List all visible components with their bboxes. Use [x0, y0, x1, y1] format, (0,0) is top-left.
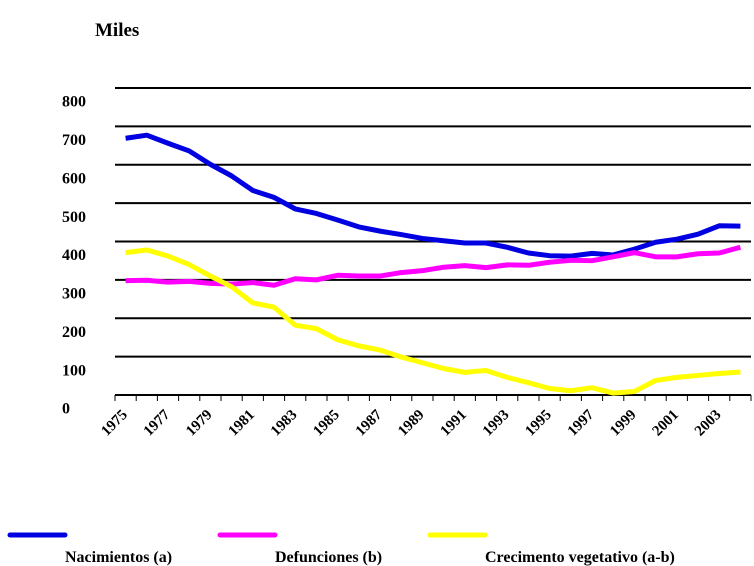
x-tick-label: 1999 — [607, 407, 640, 440]
x-tick-label: 1987 — [353, 407, 386, 440]
legend-label: Crecimento vegetativo (a-b) — [485, 549, 675, 566]
y-axis-label: Miles — [95, 20, 139, 41]
legend-label: Defunciones (b) — [275, 549, 382, 566]
legend-label: Nacimientos (a) — [65, 549, 172, 566]
x-tick-label: 1989 — [395, 407, 428, 440]
series-line — [125, 247, 741, 396]
y-tick-label: 800 — [62, 94, 86, 111]
x-tick-label: 1985 — [310, 407, 343, 440]
x-tick-label: 1981 — [226, 407, 259, 440]
y-tick-label: 700 — [62, 132, 86, 149]
y-tick-label: 200 — [62, 324, 86, 341]
y-tick-label: 400 — [62, 247, 86, 264]
x-tick-label: 1995 — [522, 407, 555, 440]
x-tick-label: 1977 — [141, 407, 174, 440]
x-tick-label: 1997 — [565, 407, 598, 440]
x-tick-label: 1991 — [438, 407, 471, 440]
x-tick-label: 1979 — [183, 407, 216, 440]
x-tick-label: 1983 — [268, 407, 301, 440]
series-line — [125, 132, 741, 259]
x-tick-label: 1975 — [98, 407, 131, 440]
y-tick-label: 300 — [62, 286, 86, 303]
x-tick-label: 2003 — [692, 407, 725, 440]
x-tick-label: 2001 — [650, 407, 683, 440]
x-tick-label: 1993 — [480, 407, 513, 440]
y-tick-label: 500 — [62, 209, 86, 226]
y-tick-label: 600 — [62, 170, 86, 187]
y-tick-label: 0 — [62, 401, 70, 418]
y-tick-label: 100 — [62, 362, 86, 379]
